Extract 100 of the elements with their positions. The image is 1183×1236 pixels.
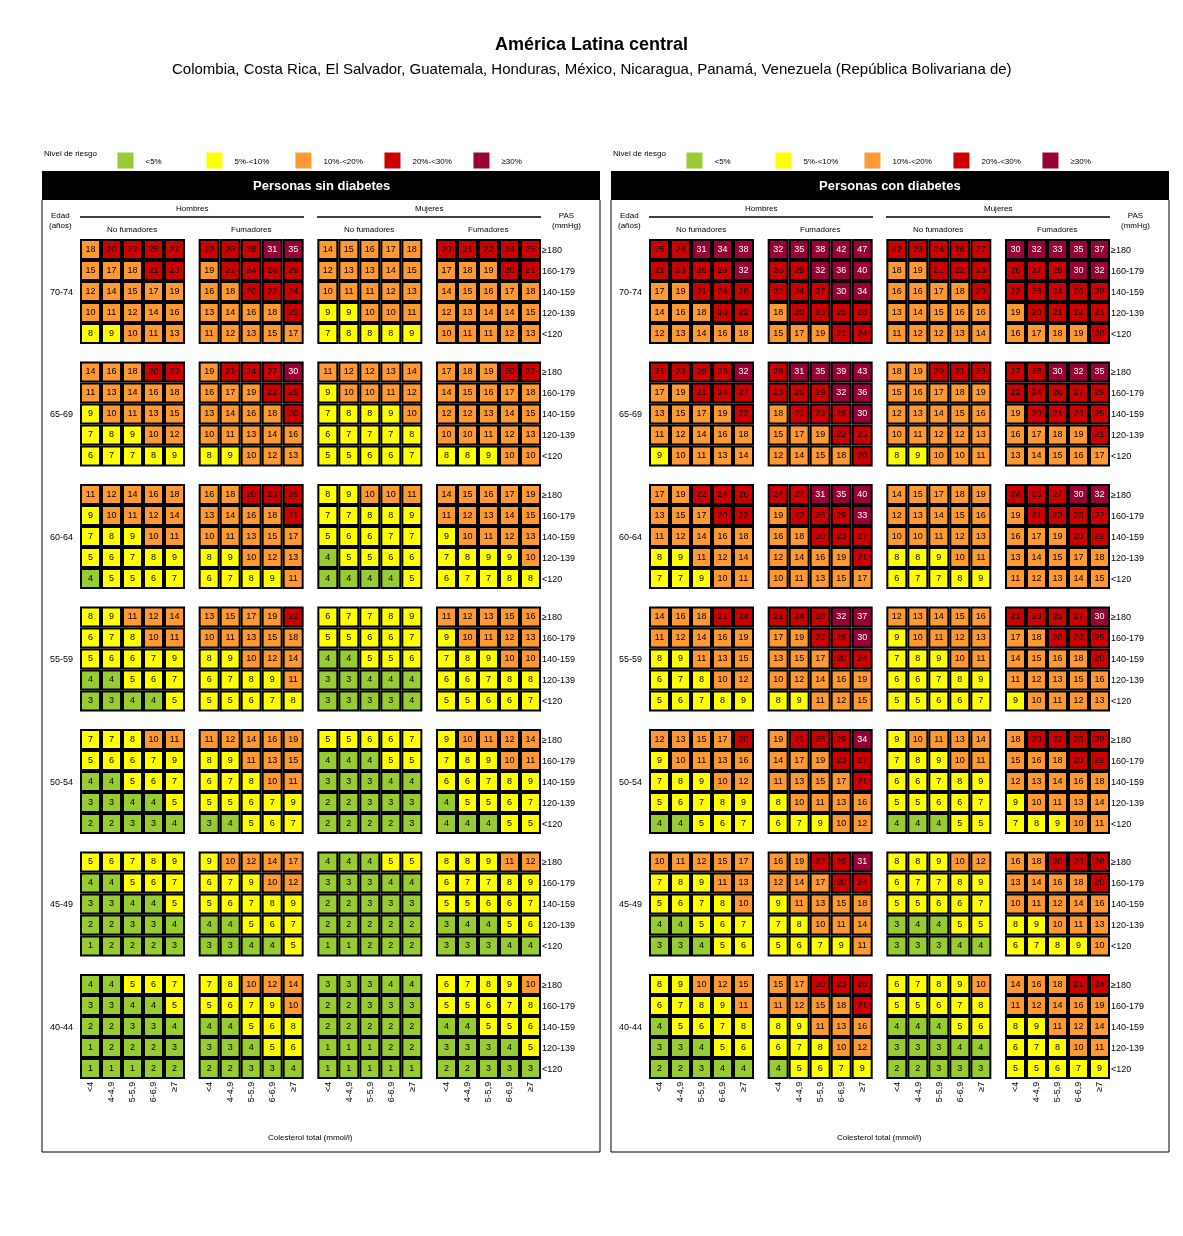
data-label: 16 [912, 387, 923, 398]
data-label: 12 [675, 632, 686, 643]
data-label: 12 [933, 327, 944, 338]
data-label: 27 [857, 530, 868, 541]
data-label: 11 [913, 429, 923, 440]
data-label: 7 [838, 1062, 844, 1073]
data-label: 6 [957, 898, 963, 909]
data-label: 14 [441, 488, 452, 499]
data-label: 35 [288, 243, 299, 254]
data-label: 5 [978, 817, 984, 828]
data-label: 14 [441, 387, 452, 398]
data-label: 6 [656, 999, 663, 1010]
data-label: 10 [364, 306, 375, 317]
data-label: 12 [1052, 898, 1063, 909]
data-label: 8 [325, 488, 331, 499]
data-label: 3 [227, 1041, 233, 1052]
data-label: 3 [443, 919, 449, 930]
data-label: 13 [106, 387, 117, 398]
data-label: 9 [172, 856, 178, 867]
data-label: 17 [654, 285, 665, 296]
x-tick-label: 6-6,9 [148, 1081, 159, 1103]
data-label: 6 [464, 674, 470, 685]
data-label: 17 [933, 285, 944, 296]
data-label: 22 [1010, 387, 1021, 398]
data-label: 9 [227, 754, 233, 765]
data-label: 22 [696, 488, 707, 499]
data-label: 15 [836, 898, 847, 909]
data-label: 5 [464, 898, 470, 909]
data-label: 4 [206, 1020, 212, 1031]
data-label: 18 [85, 243, 96, 254]
data-label: 5 [1033, 1062, 1039, 1073]
data-label: 15 [773, 978, 784, 989]
data-label: 5 [915, 898, 921, 909]
data-label: 4 [720, 1062, 726, 1073]
data-label: 12 [343, 366, 354, 377]
data-label: 15 [1094, 572, 1105, 583]
data-label: 20 [815, 978, 826, 989]
data-label: 26 [225, 243, 236, 254]
data-label: 27 [169, 243, 180, 254]
data-label: 6 [936, 695, 942, 706]
data-label: 8 [720, 796, 726, 807]
data-label: 8 [720, 898, 726, 909]
x-tick-label: 6-6,9 [385, 1081, 396, 1103]
x-tick-label: ≥7 [288, 1081, 299, 1092]
data-label: 11 [407, 488, 417, 499]
data-label: 7 [915, 978, 921, 989]
data-label: 8 [656, 551, 663, 562]
data-label: 7 [172, 978, 178, 989]
data-label: 20 [1031, 408, 1042, 419]
data-label: 11 [696, 754, 707, 765]
data-label: 20 [1031, 733, 1042, 744]
data-label: 1 [325, 940, 331, 951]
data-label: 15 [773, 429, 784, 440]
data-label: 11 [976, 551, 986, 562]
data-label: 36 [857, 387, 868, 398]
data-label: 16 [246, 509, 257, 520]
data-label: 6 [894, 978, 900, 989]
data-label: 3 [172, 940, 178, 951]
data-label: 7 [894, 653, 900, 664]
x-tick-label: ≥7 [975, 1081, 986, 1092]
data-label: 11 [483, 530, 494, 541]
data-label: 11 [696, 551, 707, 562]
data-label: 7 [1012, 817, 1018, 828]
data-label: 26 [836, 408, 847, 419]
data-label: 19 [815, 754, 826, 765]
data-label: 19 [794, 856, 805, 867]
data-label: 9 [656, 754, 663, 765]
data-label: 6 [506, 796, 513, 807]
data-label: 4 [957, 940, 963, 951]
data-label: 18 [1052, 978, 1063, 989]
data-label: 5 [130, 572, 136, 583]
data-label: 8 [894, 856, 900, 867]
data-label: 10 [717, 775, 728, 786]
data-label: 18 [738, 327, 749, 338]
data-label: 6 [206, 775, 212, 786]
data-label: 7 [388, 530, 394, 541]
data-label: 5 [130, 775, 136, 786]
data-label: 2 [346, 919, 352, 930]
data-label: 10 [85, 306, 96, 317]
data-label: 22 [815, 632, 826, 643]
data-label: 12 [954, 632, 965, 643]
data-label: 7 [677, 572, 684, 583]
data-label: 22 [738, 509, 749, 520]
data-label: 10 [288, 999, 299, 1010]
y2-tick-label: 50-54 [618, 776, 642, 787]
legend-title: Nivel de riesgo [44, 149, 98, 159]
data-label: 3 [936, 1041, 942, 1052]
data-label: 3 [206, 1041, 212, 1052]
data-label: 5 [978, 919, 984, 930]
data-label: 5 [1012, 1062, 1018, 1073]
data-label: 19 [169, 285, 180, 296]
data-label: 15 [267, 327, 278, 338]
data-label: 24 [933, 243, 944, 254]
y-tick-label: 140-159 [542, 531, 576, 542]
data-label: 5 [894, 999, 900, 1010]
data-label: 2 [388, 817, 394, 828]
data-label: 7 [699, 695, 705, 706]
data-label: 14 [127, 488, 138, 499]
data-label: 10 [462, 733, 473, 744]
data-label: 11 [815, 1020, 825, 1031]
